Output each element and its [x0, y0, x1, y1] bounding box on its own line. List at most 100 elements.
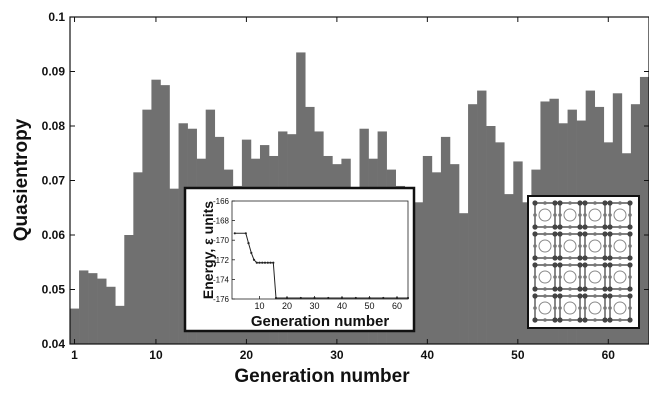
inset-y-axis-label: Energy, ε units	[200, 201, 216, 299]
bar	[477, 90, 487, 344]
atom	[552, 262, 558, 268]
atom	[602, 200, 608, 206]
atom	[543, 287, 547, 291]
atom	[533, 244, 537, 248]
energy-point	[266, 261, 269, 264]
atom	[563, 301, 577, 315]
atom	[618, 287, 622, 291]
energy-inset: -166 -168 -170 -172 -174 -176 10 20 30 40 50 60 Ge…	[183, 186, 416, 333]
atom	[543, 232, 547, 236]
atom	[557, 200, 563, 206]
atom	[607, 293, 613, 299]
atom	[552, 231, 558, 237]
atom	[593, 263, 597, 267]
atom	[543, 294, 547, 298]
atom	[607, 200, 613, 206]
atom	[593, 318, 597, 322]
atom	[588, 208, 602, 222]
x-tick-label: 50	[511, 348, 525, 362]
atom	[618, 256, 622, 260]
atom	[593, 201, 597, 205]
atom	[553, 275, 557, 279]
bar	[422, 155, 433, 344]
y-axis: 0.04 0.05 0.06 0.07 0.08 0.09 0.1	[42, 10, 649, 351]
atom	[557, 293, 563, 299]
atom	[628, 306, 632, 310]
x-tick-label: 10	[149, 348, 163, 362]
atom	[588, 270, 602, 284]
atom	[568, 294, 572, 298]
atom	[568, 287, 572, 291]
atom	[552, 293, 558, 299]
bar	[495, 142, 505, 344]
energy-point	[250, 251, 253, 254]
atom	[538, 208, 552, 222]
bar	[151, 79, 161, 345]
y-tick-label: 0.05	[42, 283, 66, 297]
atom	[577, 200, 583, 206]
bar	[504, 194, 514, 344]
inset-x-tick-label: 50	[364, 301, 374, 311]
atom	[608, 244, 612, 248]
atom	[533, 306, 537, 310]
inset-y-tick-label: -168	[213, 217, 230, 226]
energy-point	[313, 296, 316, 300]
atom	[607, 224, 613, 230]
bar	[160, 85, 170, 344]
energy-point	[368, 296, 371, 300]
atom	[558, 244, 562, 248]
atom	[552, 286, 558, 292]
atom	[563, 270, 577, 284]
atom	[627, 231, 633, 237]
energy-point	[247, 242, 250, 245]
atom	[553, 213, 557, 217]
atom	[602, 317, 608, 323]
inset-x-tick-label: 60	[392, 301, 402, 311]
energy-point	[354, 296, 357, 300]
atom	[532, 224, 538, 230]
atom	[553, 306, 557, 310]
atom	[577, 293, 583, 299]
bar	[459, 213, 469, 344]
atom	[582, 262, 588, 268]
atom	[533, 275, 537, 279]
atom	[627, 255, 633, 261]
atom	[582, 255, 588, 261]
bar	[88, 273, 98, 344]
atom	[607, 255, 613, 261]
energy-point	[233, 232, 236, 235]
atom	[553, 244, 557, 248]
bar	[115, 305, 125, 344]
bar	[97, 278, 107, 344]
inset-x-tick-label: 10	[254, 301, 264, 311]
atom	[618, 263, 622, 267]
atom	[552, 255, 558, 261]
atom	[608, 306, 612, 310]
energy-point	[252, 258, 256, 261]
atom	[607, 262, 613, 268]
atom	[608, 213, 612, 217]
atom	[618, 201, 622, 205]
atom	[627, 317, 633, 323]
bar	[431, 172, 442, 344]
atom	[568, 256, 572, 260]
bar	[639, 76, 649, 344]
atom	[613, 208, 627, 222]
energy-point	[274, 296, 278, 300]
atom	[603, 275, 607, 279]
atom	[543, 256, 547, 260]
atom	[557, 231, 563, 237]
atom-lattice	[532, 200, 633, 323]
bar	[440, 136, 451, 344]
atom	[577, 317, 583, 323]
energy-point	[327, 296, 330, 300]
x-axis-label: Generation number	[234, 366, 410, 387]
energy-point	[285, 296, 289, 300]
atom	[627, 286, 633, 292]
atom	[558, 306, 562, 310]
x-tick-label: 20	[240, 348, 254, 362]
atom	[628, 275, 632, 279]
atom	[593, 225, 597, 229]
crystal-structure-image	[527, 195, 640, 329]
